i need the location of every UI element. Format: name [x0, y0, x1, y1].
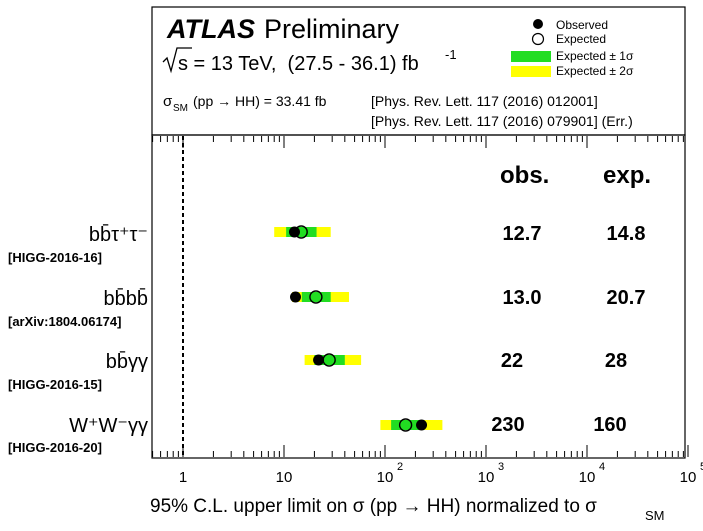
- channel-1-ref: [HIGG-2016-16]: [8, 250, 102, 265]
- preliminary-label: Preliminary: [264, 14, 400, 44]
- value-labels: 12.7 14.8 13.0 20.7 22 28 230 160: [491, 223, 645, 436]
- channel-labels: bb̄τ⁺τ⁻ [HIGG-2016-16] bb̄bb̄ [arXiv:180…: [8, 223, 148, 455]
- tick-label: 10: [478, 469, 495, 486]
- expected-marker-3: [322, 353, 336, 367]
- energy-s: s: [178, 53, 188, 75]
- obs-value-1: 12.7: [503, 223, 542, 245]
- exp-column-header: exp.: [603, 162, 651, 189]
- observed-marker-4: [416, 419, 428, 431]
- channel-2-name: bb̄bb̄: [104, 287, 149, 310]
- tick-label-exponent: 3: [498, 461, 504, 473]
- tick-label: 10: [276, 469, 293, 486]
- channel-4-name: W⁺W⁻γγ: [69, 415, 148, 437]
- expected-marker-1: [294, 225, 308, 239]
- energy-line: s = 13 TeV, (27.5 - 36.1) fb -1: [162, 47, 457, 75]
- energy-text: = 13 TeV, (27.5 - 36.1) fb: [188, 53, 419, 75]
- legend-band2-label: Expected ± 2σ: [556, 64, 634, 78]
- obs-value-3: 22: [501, 350, 523, 372]
- legend-observed-marker: [533, 19, 543, 29]
- legend-observed-label: Observed: [556, 18, 608, 32]
- legend-band2-swatch: [511, 66, 551, 77]
- tick-label-exponent: 4: [599, 461, 605, 473]
- x-axis-title: 95% C.L. upper limit on σ (pp → HH) norm…: [150, 496, 597, 517]
- expected-marker-4: [398, 418, 413, 432]
- tick-label: 10: [579, 469, 596, 486]
- legend-expected-label: Expected: [556, 32, 606, 46]
- band1-bar-2: [301, 292, 331, 302]
- xsec-sub: SM: [173, 103, 188, 114]
- band1-bar-1: [286, 227, 317, 237]
- tick-label: 10: [680, 469, 697, 486]
- exp-value-3: 28: [605, 350, 627, 372]
- x-axis-title-sub: SM: [645, 508, 665, 523]
- tick-label-exponent: 2: [397, 461, 403, 473]
- atlas-label: ATLAS: [166, 14, 255, 44]
- obs-column-header: obs.: [500, 162, 549, 189]
- legend-band1-swatch: [511, 51, 551, 62]
- band1-bar-4: [391, 420, 424, 430]
- plot-frame: [151, 134, 686, 459]
- exp-value-2: 20.7: [607, 287, 646, 309]
- exp-value-1: 14.8: [607, 223, 646, 245]
- xsec-sigma: σ: [163, 93, 173, 110]
- observed-marker-2: [290, 291, 302, 303]
- ref-2: [Phys. Rev. Lett. 117 (2016) 079901] (Er…: [371, 113, 633, 129]
- tick-label: 1: [179, 469, 187, 486]
- obs-value-4: 230: [491, 414, 524, 436]
- x-axis-ticks: [152, 136, 689, 457]
- channel-1-name: bb̄τ⁺τ⁻: [89, 223, 148, 246]
- observed-marker-1: [288, 226, 300, 238]
- ref-1: [Phys. Rev. Lett. 117 (2016) 012001]: [371, 93, 598, 109]
- legend-band1-label: Expected ± 1σ: [556, 49, 634, 63]
- xsec-text: (pp → HH) = 33.41 fb: [193, 93, 327, 109]
- x-axis-tick-labels: 110102103104105: [179, 461, 703, 486]
- channel-2-ref: [arXiv:1804.06174]: [8, 314, 121, 329]
- data-marks: [274, 225, 443, 432]
- obs-value-2: 13.0: [503, 287, 542, 309]
- energy-sup: -1: [445, 47, 457, 62]
- sqrt-symbol: [162, 47, 192, 74]
- exp-value-4: 160: [593, 414, 626, 436]
- channel-3-ref: [HIGG-2016-15]: [8, 377, 102, 392]
- expected-marker-2: [309, 290, 323, 304]
- tick-label-exponent: 5: [700, 461, 703, 473]
- legend-expected-marker: [531, 32, 545, 46]
- channel-4-ref: [HIGG-2016-20]: [8, 440, 102, 455]
- tick-label: 10: [377, 469, 394, 486]
- legend: Observed Expected Expected ± 1σ Expected…: [511, 18, 634, 78]
- channel-3-name: bb̄γγ: [106, 350, 148, 373]
- band1-bar-3: [314, 355, 345, 365]
- observed-marker-3: [313, 354, 325, 366]
